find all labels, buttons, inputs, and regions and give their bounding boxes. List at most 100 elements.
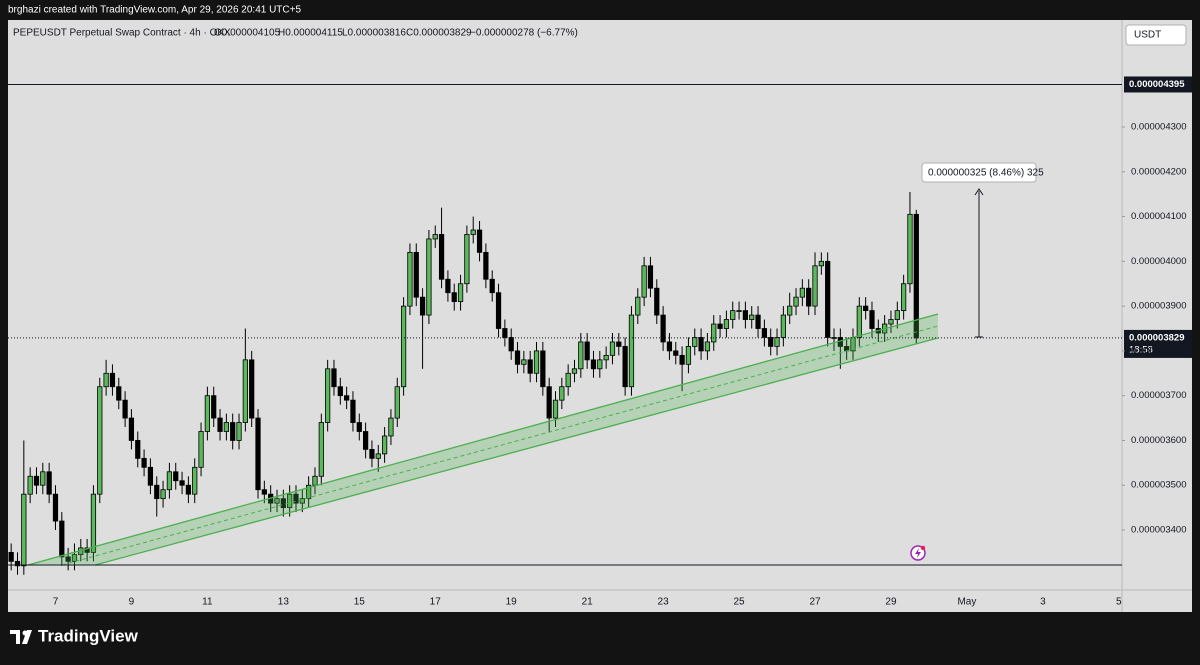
alert-icon[interactable] — [910, 545, 926, 561]
candle-body — [533, 350, 540, 374]
candle-body — [590, 359, 597, 370]
candle-body — [344, 395, 350, 401]
measure-tool: 0.000000325 (8.46%) 325 — [921, 162, 1044, 338]
x-tick-label: 17 — [430, 597, 442, 608]
symbol: PEPEUSDT Perpetual Swap Contract · 4h · … — [13, 28, 231, 39]
candle-body — [856, 305, 862, 338]
candle-body — [426, 238, 432, 316]
candle-body — [381, 435, 388, 455]
x-tick-label: 27 — [809, 597, 821, 608]
y-tick-label: 0.000003400 — [1131, 525, 1186, 536]
candle-body — [122, 399, 128, 419]
candle-body — [901, 283, 907, 311]
candle-body — [375, 453, 381, 459]
candle-body — [641, 265, 647, 298]
candle-body — [622, 346, 628, 388]
candle-body — [445, 278, 451, 294]
x-tick-label: 13 — [278, 597, 290, 608]
candle-body — [407, 251, 413, 307]
candle-body — [799, 287, 805, 298]
x-tick-label: 9 — [129, 597, 135, 608]
candle-body — [261, 489, 267, 495]
candle-body — [438, 234, 445, 280]
x-tick-label: 7 — [53, 597, 59, 608]
candle-body — [84, 547, 90, 553]
candle-body — [280, 498, 286, 509]
y-tick-label: 0.000003600 — [1131, 435, 1186, 446]
candle-body — [521, 359, 527, 365]
candle-body — [818, 260, 824, 267]
candle-body — [692, 337, 698, 347]
candle-body — [59, 520, 65, 558]
y-tick-label: 0.000004200 — [1131, 166, 1186, 177]
candle-body — [147, 466, 154, 486]
candle-body — [609, 341, 616, 356]
candle-body — [287, 493, 293, 509]
measure-arrow — [974, 188, 984, 196]
candle-body — [217, 417, 223, 432]
candle-body — [331, 368, 337, 388]
candle-body — [761, 328, 767, 338]
candle-body — [249, 359, 255, 419]
candle-body — [698, 337, 704, 352]
candle-body — [363, 431, 369, 450]
candle-body — [318, 422, 324, 477]
channel-drawing — [27, 313, 939, 566]
candle-body — [559, 386, 565, 401]
x-tick-label: 21 — [582, 597, 594, 608]
candle-body — [236, 422, 242, 441]
candle-body — [603, 354, 609, 361]
candle-body — [806, 287, 812, 307]
candle-body — [913, 213, 919, 339]
last-price-label: 0.000003829 — [1129, 332, 1184, 343]
candle-body — [540, 350, 546, 388]
candle-body — [457, 283, 464, 303]
candle-body — [337, 386, 343, 397]
candle-body — [204, 395, 210, 432]
chart-pane — [8, 20, 1192, 612]
legend-change: −0.000000278 (−6.77%) — [470, 28, 578, 39]
y-tick-label: 0.000004100 — [1131, 211, 1186, 222]
candle-body — [723, 319, 730, 329]
candle-body — [413, 251, 419, 298]
candle-body — [230, 422, 236, 441]
candle-body — [179, 480, 185, 486]
candle-body — [27, 475, 33, 495]
candle-body — [546, 386, 552, 419]
candle-body — [742, 310, 749, 320]
candle-body — [166, 471, 173, 491]
candle-body — [704, 341, 711, 352]
candle-body — [464, 234, 470, 285]
x-tick-label: 11 — [202, 597, 213, 608]
candle-body — [685, 346, 692, 365]
candle-body — [812, 265, 818, 307]
candle-body — [350, 399, 356, 423]
channel-mid — [61, 325, 939, 566]
y-tick-label: 0.000003700 — [1131, 390, 1186, 401]
candle-body — [388, 417, 394, 437]
candle-body — [21, 493, 27, 567]
y-tick-label: 0.000004300 — [1131, 122, 1186, 133]
candle-body — [571, 368, 578, 374]
currency-label: USDT — [1134, 30, 1161, 41]
currency-button[interactable] — [1125, 24, 1187, 46]
candle-body — [552, 399, 559, 419]
candle-body — [369, 449, 375, 459]
candle-body — [774, 337, 780, 347]
legend-low: L0.000003816 — [342, 28, 406, 39]
candle-body — [666, 341, 673, 352]
x-tick-label: 25 — [734, 597, 746, 608]
candle-body — [46, 471, 52, 495]
candle-body — [749, 314, 755, 320]
candle-body — [502, 328, 508, 338]
candle-body — [432, 234, 438, 240]
candle-body — [65, 556, 71, 562]
symbol-legend: PEPEUSDT Perpetual Swap Contract · 4h · … — [13, 28, 578, 39]
candle-body — [470, 229, 476, 235]
candle-body — [128, 417, 135, 441]
candle-body — [483, 251, 489, 280]
candle-body — [40, 471, 46, 486]
candle-body — [211, 395, 217, 419]
candle-body — [711, 323, 717, 343]
